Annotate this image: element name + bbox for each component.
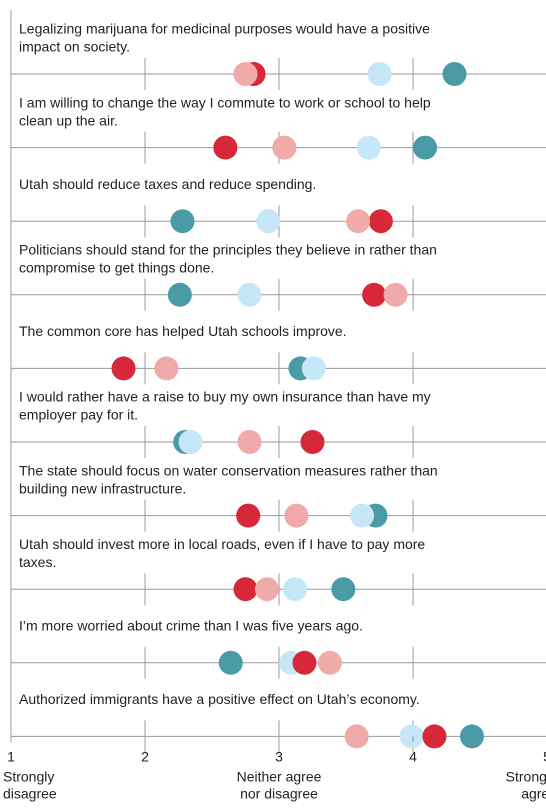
dot — [237, 430, 262, 454]
dot — [413, 135, 438, 160]
dot — [317, 650, 342, 675]
dot — [170, 209, 195, 234]
dot — [346, 209, 371, 234]
dot — [422, 724, 447, 749]
dot — [383, 282, 408, 307]
dot — [344, 724, 369, 749]
dot — [213, 135, 238, 160]
statement: Legalizing marijuana for medicinal purpo… — [19, 21, 430, 37]
dot — [399, 724, 424, 749]
statement: Authorized immigrants have a positive ef… — [19, 691, 420, 707]
dot — [111, 356, 136, 381]
statement: clean up the air. — [19, 112, 118, 128]
statement: I would rather have a raise to buy my ow… — [19, 389, 431, 405]
dot — [272, 135, 297, 160]
statement: I’m more worried about crime than I was … — [19, 618, 363, 634]
x-tick-label: 1 — [7, 749, 15, 765]
dot — [256, 209, 281, 234]
dot — [292, 650, 317, 675]
statement: building new infrastructure. — [19, 480, 186, 496]
dot — [300, 430, 325, 454]
statement: The common core has helped Utah schools … — [19, 323, 347, 339]
dot — [459, 724, 484, 749]
statement: Utah should reduce taxes and reduce spen… — [19, 176, 316, 192]
x-tick-note: Neither agree — [237, 769, 322, 785]
dot — [350, 503, 375, 528]
statement: I am willing to change the way I commute… — [19, 94, 431, 110]
dot — [367, 62, 392, 86]
dot — [254, 577, 279, 602]
statement: impact on society. — [19, 39, 130, 55]
statement: compromise to get things done. — [19, 260, 214, 276]
dot — [167, 282, 192, 307]
dot — [236, 503, 261, 528]
x-tick-label: 5 — [543, 749, 546, 765]
dot — [356, 135, 381, 160]
dot — [154, 356, 179, 381]
dot — [362, 282, 387, 307]
x-tick-label: 4 — [409, 749, 417, 765]
x-tick-label: 3 — [275, 749, 283, 765]
x-tick-note: Strongly — [3, 769, 54, 785]
statement: Utah should invest more in local roads, … — [19, 536, 425, 552]
statement: Politicians should stand for the princip… — [19, 242, 437, 258]
x-tick-note: Strongly — [506, 769, 546, 785]
dot — [284, 503, 309, 528]
x-tick-note: agree — [521, 786, 546, 802]
dot — [178, 430, 203, 454]
x-tick-label: 2 — [141, 749, 149, 765]
dot — [237, 282, 262, 307]
statement: employer pay for it. — [19, 407, 138, 423]
dot — [283, 577, 308, 602]
dot — [368, 209, 393, 234]
statement: taxes. — [19, 554, 56, 570]
dot — [218, 650, 243, 675]
dot — [233, 577, 258, 602]
dot — [233, 62, 258, 86]
dot — [301, 356, 326, 381]
x-tick-note: nor disagree — [240, 786, 318, 802]
dot — [442, 62, 467, 86]
statement: The state should focus on water conserva… — [19, 462, 438, 478]
x-tick-note: disagree — [3, 786, 57, 802]
dot — [331, 577, 356, 602]
